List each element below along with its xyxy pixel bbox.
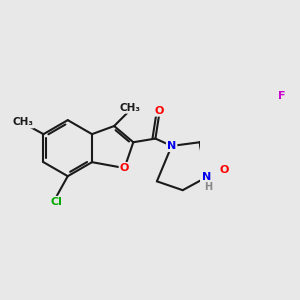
Text: O: O: [120, 163, 129, 173]
Text: O: O: [219, 164, 229, 175]
Text: CH₃: CH₃: [120, 103, 141, 112]
Text: Cl: Cl: [51, 197, 63, 207]
Text: O: O: [154, 106, 164, 116]
Text: N: N: [167, 141, 176, 151]
Text: N: N: [202, 172, 212, 182]
Text: CH₃: CH₃: [12, 117, 33, 128]
Text: F: F: [278, 91, 285, 101]
Text: H: H: [204, 182, 213, 192]
